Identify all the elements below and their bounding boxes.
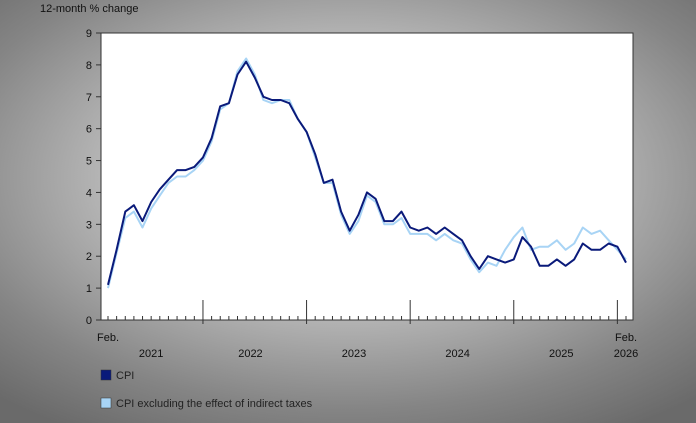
x-axis: Feb. Feb. 2021 2022 2023 2024 2025 2026 xyxy=(97,300,638,360)
y-tick-label: 1 xyxy=(86,283,92,295)
y-tick-label: 6 xyxy=(86,124,92,136)
x-start-label: Feb. xyxy=(97,332,119,344)
y-axis: 0 1 2 3 4 5 6 7 8 9 xyxy=(86,28,101,327)
x-year-label: 2023 xyxy=(342,348,366,360)
x-year-label: 2026 xyxy=(614,348,638,360)
x-year-label: 2024 xyxy=(445,348,469,360)
x-year-label: 2022 xyxy=(238,348,262,360)
y-tick-label: 5 xyxy=(86,156,92,168)
series-line-cpi-excl-indirect-taxes xyxy=(107,57,627,289)
y-tick-label: 4 xyxy=(86,187,92,199)
x-end-label: Feb. xyxy=(615,332,637,344)
legend-swatch xyxy=(100,369,112,381)
legend: CPI CPI excluding the effect of indirect … xyxy=(100,369,313,410)
x-year-label: 2021 xyxy=(139,348,163,360)
legend-swatch xyxy=(100,397,112,409)
y-tick-label: 2 xyxy=(86,251,92,263)
y-tick-label: 0 xyxy=(86,315,92,327)
y-tick-label: 8 xyxy=(86,60,92,72)
y-tick-label: 3 xyxy=(86,219,92,231)
legend-label: CPI excluding the effect of indirect tax… xyxy=(116,398,313,410)
legend-label: CPI xyxy=(116,370,134,382)
series-lines xyxy=(107,57,627,289)
plot-area xyxy=(100,32,634,321)
series-line-cpi xyxy=(107,60,627,286)
y-tick-label: 9 xyxy=(86,28,92,40)
y-tick-label: 7 xyxy=(86,92,92,104)
x-year-label: 2025 xyxy=(549,348,573,360)
y-axis-title: 12-month % change xyxy=(40,3,138,15)
